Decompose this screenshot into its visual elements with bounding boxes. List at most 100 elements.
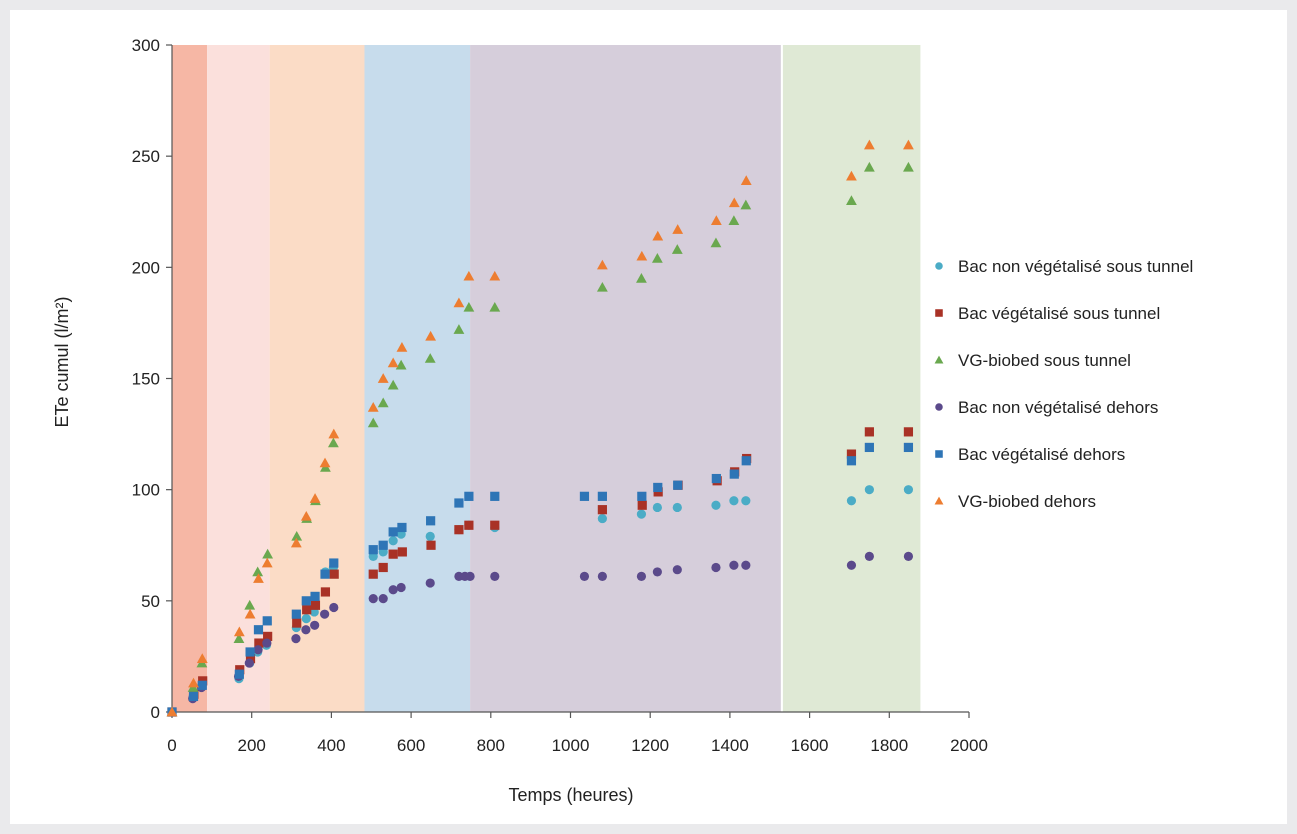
data-point	[388, 585, 398, 595]
data-point	[729, 469, 739, 479]
phase-band-2	[207, 45, 270, 712]
data-point	[254, 638, 264, 648]
data-point	[846, 560, 857, 570]
data-point	[377, 373, 389, 383]
y-tick-label: 200	[132, 258, 160, 277]
axes: 0 50 100 150 200 250 300 0 200 400 600 800 1000 1200 1…	[132, 36, 988, 755]
data-point	[425, 531, 435, 541]
data-point	[290, 537, 302, 548]
data-point	[301, 596, 311, 606]
data-point	[652, 230, 664, 241]
data-point	[426, 516, 436, 526]
data-point	[396, 341, 408, 352]
data-point	[367, 417, 379, 428]
x-tick-label: 600	[397, 736, 425, 755]
data-point	[740, 199, 752, 210]
data-point	[396, 582, 406, 593]
data-point	[262, 548, 274, 559]
data-point	[597, 491, 607, 501]
data-point	[864, 442, 874, 453]
data-point	[740, 175, 752, 185]
data-point	[453, 297, 465, 308]
data-point	[245, 647, 255, 657]
data-point	[597, 571, 607, 581]
data-point	[197, 680, 207, 690]
x-tick-label: 400	[317, 736, 345, 755]
data-point	[454, 525, 464, 535]
data-point	[903, 551, 914, 561]
phase-band-6	[780, 45, 783, 712]
data-point	[244, 658, 254, 668]
x-tick-label: 2000	[950, 736, 988, 755]
data-point	[196, 653, 208, 663]
scatter-chart: 0 50 100 150 200 250 300 0 200 400 600 800 1000 1200 1…	[52, 36, 1193, 805]
data-point	[292, 618, 302, 628]
data-point	[711, 562, 721, 573]
chart-card: 0 50 100 150 200 250 300 0 200 400 600 800 1000 1200 1…	[10, 10, 1287, 824]
legend: Bac non végétalisé sous tunnel Bac végéta…	[934, 257, 1193, 511]
y-tick-label: 150	[132, 370, 160, 389]
data-point	[320, 569, 330, 579]
data-point	[637, 500, 647, 510]
data-point	[424, 353, 436, 363]
legend-marker	[935, 309, 943, 317]
data-point	[864, 485, 874, 495]
data-point	[320, 609, 330, 619]
data-point	[671, 244, 683, 254]
data-point	[327, 437, 339, 448]
data-point	[728, 197, 740, 208]
data-point	[652, 567, 662, 577]
data-point	[328, 428, 340, 439]
y-axis-title: ETe cumul (l/m²)	[52, 296, 72, 427]
x-tick-label: 1400	[711, 736, 749, 755]
data-point	[310, 600, 321, 610]
x-tick-label: 1800	[870, 736, 908, 755]
legend-label: VG-biobed dehors	[958, 492, 1096, 511]
y-tick-label: 300	[132, 36, 160, 55]
data-point	[653, 482, 663, 493]
legend-marker	[934, 355, 944, 364]
y-tick-label: 100	[132, 481, 160, 500]
data-point	[302, 605, 312, 615]
data-point	[233, 633, 245, 643]
legend-label: Bac non végétalisé dehors	[958, 398, 1158, 417]
legend-marker	[934, 496, 944, 505]
data-point	[864, 427, 874, 437]
data-point	[597, 513, 607, 524]
data-point	[233, 626, 245, 637]
data-point	[597, 505, 607, 515]
data-point	[672, 565, 682, 575]
data-point	[319, 457, 331, 468]
data-point	[741, 496, 751, 506]
data-point	[846, 195, 857, 205]
data-point	[387, 357, 399, 368]
data-point	[863, 161, 875, 172]
y-tick-label: 0	[151, 703, 160, 722]
x-tick-label: 200	[238, 736, 266, 755]
data-point	[741, 560, 751, 570]
data-point	[729, 560, 739, 570]
x-tick-label: 1000	[552, 736, 590, 755]
legend-item-2: Bac végétalisé sous tunnel	[935, 304, 1160, 323]
data-point	[261, 557, 273, 568]
x-tick-label: 0	[167, 736, 176, 755]
legend-label: VG-biobed sous tunnel	[958, 351, 1131, 370]
data-point	[301, 614, 311, 624]
data-point	[263, 631, 273, 642]
data-point	[291, 530, 303, 541]
data-point	[710, 215, 722, 225]
data-point	[320, 587, 331, 597]
data-point	[464, 491, 474, 501]
data-point	[262, 638, 272, 648]
data-point	[329, 569, 339, 579]
data-point	[310, 591, 320, 601]
data-point	[490, 491, 500, 501]
data-points	[166, 139, 914, 717]
data-point	[903, 442, 914, 453]
data-point	[388, 536, 398, 546]
data-point	[245, 654, 256, 664]
data-point	[426, 540, 436, 550]
data-point	[846, 449, 857, 459]
data-point	[903, 485, 914, 495]
data-point	[489, 270, 501, 281]
